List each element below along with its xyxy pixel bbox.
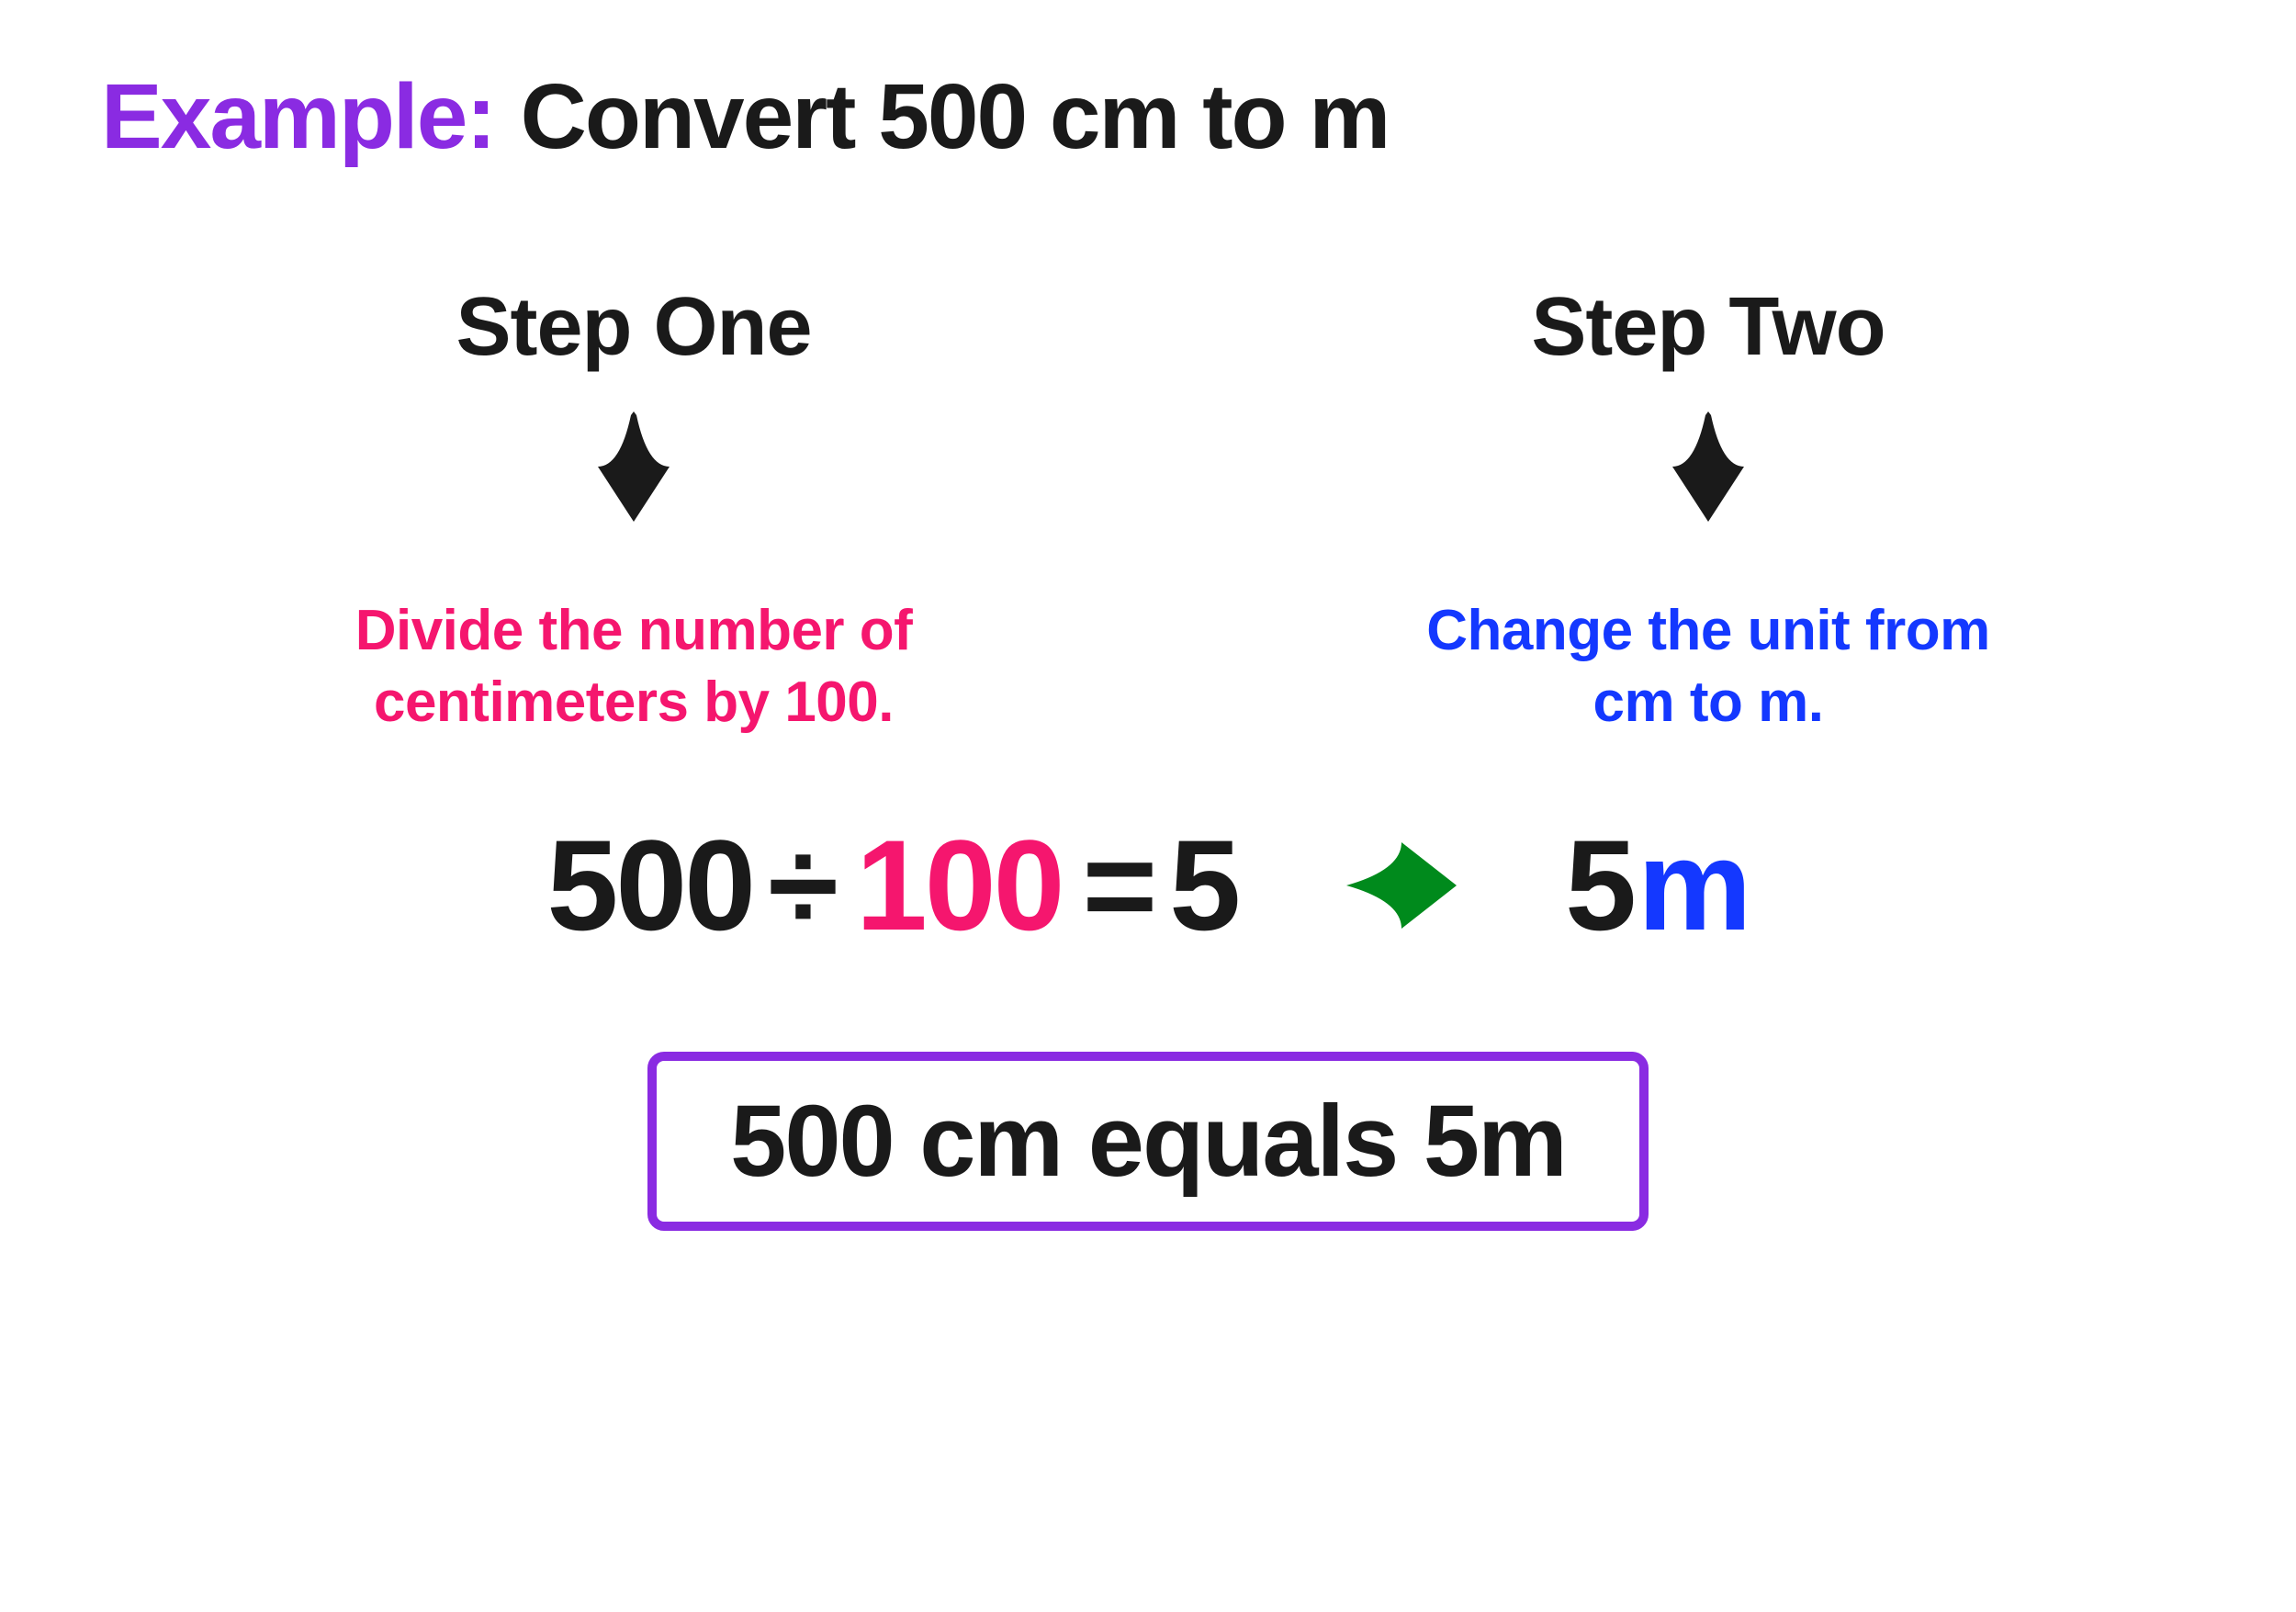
step-one-description: Divide the number of centimeters by 100. <box>355 595 913 738</box>
equation-right: 5 m <box>1558 811 1756 960</box>
equation-left: 500 ÷ 100 = 5 <box>539 811 1245 960</box>
step-two-desc-line2: cm to m. <box>1593 671 1824 734</box>
steps-row: Step One Divide the number of centimeter… <box>147 280 2149 738</box>
step-one-column: Step One Divide the number of centimeter… <box>147 280 1120 738</box>
right-arrow-icon <box>1346 842 1457 929</box>
step-two-desc-line1: Change the unit from <box>1426 599 1989 662</box>
step-one-desc-line2: centimeters by 100. <box>374 671 894 734</box>
eq-operand-500: 500 <box>546 811 753 960</box>
step-one-heading: Step One <box>456 280 811 375</box>
eq-final-value: 5 <box>1565 811 1634 960</box>
step-two-heading: Step Two <box>1531 280 1885 375</box>
answer-box: 500 cm equals 5m <box>647 1052 1649 1231</box>
example-label: Example: <box>101 64 495 170</box>
answer-text: 500 cm equals 5m <box>730 1083 1566 1200</box>
title-row: Example: Convert 500 cm to m <box>101 64 2204 170</box>
step-two-description: Change the unit from cm to m. <box>1426 595 1989 738</box>
title-text: Convert 500 cm to m <box>521 64 1390 170</box>
down-arrow-icon <box>598 411 670 522</box>
eq-equals: = <box>1083 811 1155 960</box>
eq-divisor-100: 100 <box>856 811 1063 960</box>
step-one-desc-line1: Divide the number of <box>355 599 913 662</box>
step-two-column: Step Two Change the unit from cm to m. <box>1267 280 2149 738</box>
eq-operator-divide: ÷ <box>768 811 836 960</box>
eq-result-5: 5 <box>1169 811 1238 960</box>
equation-row: 500 ÷ 100 = 5 5 m <box>92 811 2204 960</box>
eq-final-unit: m <box>1638 811 1749 960</box>
down-arrow-icon <box>1672 411 1744 522</box>
